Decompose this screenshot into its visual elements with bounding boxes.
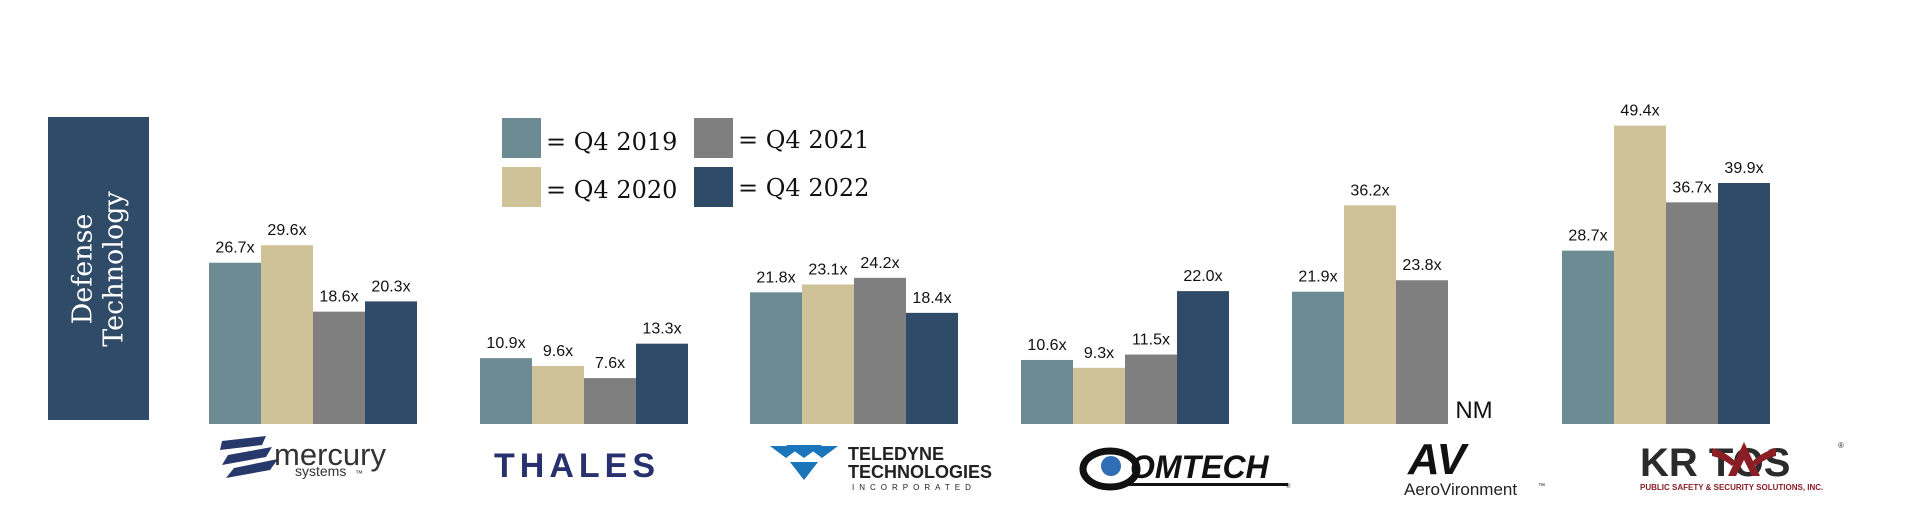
bar-label-kratos-q4-2020: 49.4x xyxy=(1620,103,1659,120)
bar-label-comtech-q4-2019: 10.6x xyxy=(1027,337,1066,354)
comtech-wordmark: OMTECH xyxy=(1130,449,1270,485)
bar-label-teledyne-q4-2022: 18.4x xyxy=(912,290,951,307)
bar-label-comtech-q4-2022: 22.0x xyxy=(1183,268,1222,285)
kratos-emblem-icon xyxy=(1712,442,1776,476)
bar-thales-q4-2022 xyxy=(636,343,688,424)
bar-mercury-q4-2019 xyxy=(209,262,261,424)
bar-aerovironment-q4-2019 xyxy=(1292,291,1344,424)
legend-item-q4-2022: = Q4 2022 xyxy=(694,167,869,207)
bar-label-mercury-q4-2022: 20.3x xyxy=(371,278,410,295)
aerovironment-mark: AV xyxy=(1407,435,1470,484)
bar-thales-q4-2020 xyxy=(532,366,584,424)
category-panel: Defense Technology xyxy=(48,117,149,420)
bar-teledyne-q4-2022 xyxy=(906,312,958,424)
bar-label-teledyne-q4-2020: 23.1x xyxy=(808,261,847,278)
bar-label-aerovironment-q4-2021: 23.8x xyxy=(1402,257,1441,274)
comtech-reg: ® xyxy=(1286,483,1291,490)
bar-label-kratos-q4-2019: 28.7x xyxy=(1568,228,1607,245)
bar-label-comtech-q4-2021: 11.5x xyxy=(1132,332,1170,349)
mercury-wave-icon xyxy=(220,436,278,478)
teledyne-line2: TECHNOLOGIES xyxy=(848,462,992,482)
legend-label-q4-2022: = Q4 2022 xyxy=(738,174,869,202)
legend: = Q4 2019 = Q4 2020 = Q4 2021 = Q4 2022 xyxy=(502,118,869,207)
bar-mercury-q4-2022 xyxy=(365,301,417,424)
legend-item-q4-2021: = Q4 2021 xyxy=(694,118,869,158)
legend-label-q4-2021: = Q4 2021 xyxy=(738,126,869,154)
legend-swatch-q4-2022 xyxy=(694,167,733,207)
bar-teledyne-q4-2019 xyxy=(750,292,802,424)
bar-label-teledyne-q4-2019: 21.8x xyxy=(756,269,795,286)
kratos-wordmark: KR TOS xyxy=(1640,441,1790,485)
comtech-underline xyxy=(1118,483,1288,486)
bar-labels: 26.7x 29.6x 18.6x 20.3x 10.9x 9.6x 7.6x 13.3x 21… xyxy=(215,103,1763,424)
bar-label-aerovironment-q4-2020: 36.2x xyxy=(1350,182,1389,199)
bar-comtech-q4-2019 xyxy=(1021,359,1073,424)
bar-teledyne-q4-2020 xyxy=(802,284,854,424)
bar-mercury-q4-2020 xyxy=(261,245,313,424)
bar-thales-q4-2021 xyxy=(584,378,636,424)
bar-kratos-q4-2020 xyxy=(1614,125,1666,425)
aerovironment-tm: ™ xyxy=(1538,483,1545,490)
kratos-logo: KR TOS PUBLIC SAFETY & SECURITY SOLUTION… xyxy=(1640,441,1844,492)
bar-label-mercury-q4-2019: 26.7x xyxy=(215,240,254,257)
company-logos: mercury systems ™ THALES TELEDYNE TECHNO… xyxy=(220,435,1844,499)
legend-swatch-q4-2020 xyxy=(502,167,541,207)
mercury-systems-logo: mercury systems ™ xyxy=(220,436,386,479)
bar-label-mercury-q4-2021: 18.6x xyxy=(319,289,358,306)
bar-comtech-q4-2022 xyxy=(1177,291,1229,424)
aerovironment-logo: AV AeroVironment ™ xyxy=(1404,435,1545,499)
aerovironment-wordmark: AeroVironment xyxy=(1404,480,1517,499)
legend-item-q4-2019: = Q4 2019 xyxy=(502,118,677,158)
bar-aerovironment-q4-2021 xyxy=(1396,280,1448,424)
bar-teledyne-q4-2021 xyxy=(854,277,906,424)
comtech-logo: OMTECH ® xyxy=(1079,447,1291,491)
thales-logo: THALES xyxy=(494,447,660,485)
kratos-subtitle: PUBLIC SAFETY & SECURITY SOLUTIONS, INC. xyxy=(1640,483,1823,492)
bar-aerovironment-q4-2020 xyxy=(1344,205,1396,424)
legend-label-q4-2019: = Q4 2019 xyxy=(546,128,677,156)
mercury-wordmark: mercury xyxy=(274,437,386,472)
mercury-tm: ™ xyxy=(355,469,363,478)
bar-label-mercury-q4-2020: 29.6x xyxy=(267,222,306,239)
bar-comtech-q4-2020 xyxy=(1073,367,1125,424)
comtech-c-ring-icon xyxy=(1079,447,1141,491)
bar-label-kratos-q4-2022: 39.9x xyxy=(1724,160,1763,177)
mercury-subtitle: systems xyxy=(295,463,346,479)
bar-kratos-q4-2022 xyxy=(1718,183,1770,424)
legend-label-q4-2020: = Q4 2020 xyxy=(546,176,677,204)
teledyne-triangles-icon xyxy=(770,445,838,480)
bar-label-aerovironment-q4-2022: NM xyxy=(1455,397,1492,424)
legend-swatch-q4-2019 xyxy=(502,118,541,158)
bar-kratos-q4-2019 xyxy=(1562,250,1614,424)
bar-label-teledyne-q4-2021: 24.2x xyxy=(860,255,899,272)
bar-kratos-q4-2021 xyxy=(1666,202,1718,424)
bar-label-thales-q4-2020: 9.6x xyxy=(543,343,573,360)
teledyne-line3: INCORPORATED xyxy=(852,483,976,492)
bar-label-thales-q4-2021: 7.6x xyxy=(595,355,625,372)
kratos-reg: ® xyxy=(1838,441,1844,450)
bar-mercury-q4-2021 xyxy=(313,311,365,424)
bar-label-comtech-q4-2020: 9.3x xyxy=(1084,345,1114,362)
legend-swatch-q4-2021 xyxy=(694,118,733,158)
bar-label-kratos-q4-2021: 36.7x xyxy=(1672,179,1711,196)
legend-item-q4-2020: = Q4 2020 xyxy=(502,167,677,207)
bar-label-thales-q4-2019: 10.9x xyxy=(486,335,525,352)
bar-comtech-q4-2021 xyxy=(1125,354,1177,424)
bar-label-aerovironment-q4-2019: 21.9x xyxy=(1298,269,1337,286)
bar-label-thales-q4-2022: 13.3x xyxy=(642,321,681,338)
comtech-globe-icon xyxy=(1101,456,1121,476)
teledyne-logo: TELEDYNE TECHNOLOGIES INCORPORATED xyxy=(770,444,992,492)
bar-thales-q4-2019 xyxy=(480,358,532,424)
bars xyxy=(209,125,1770,425)
teledyne-line1: TELEDYNE xyxy=(848,444,944,464)
